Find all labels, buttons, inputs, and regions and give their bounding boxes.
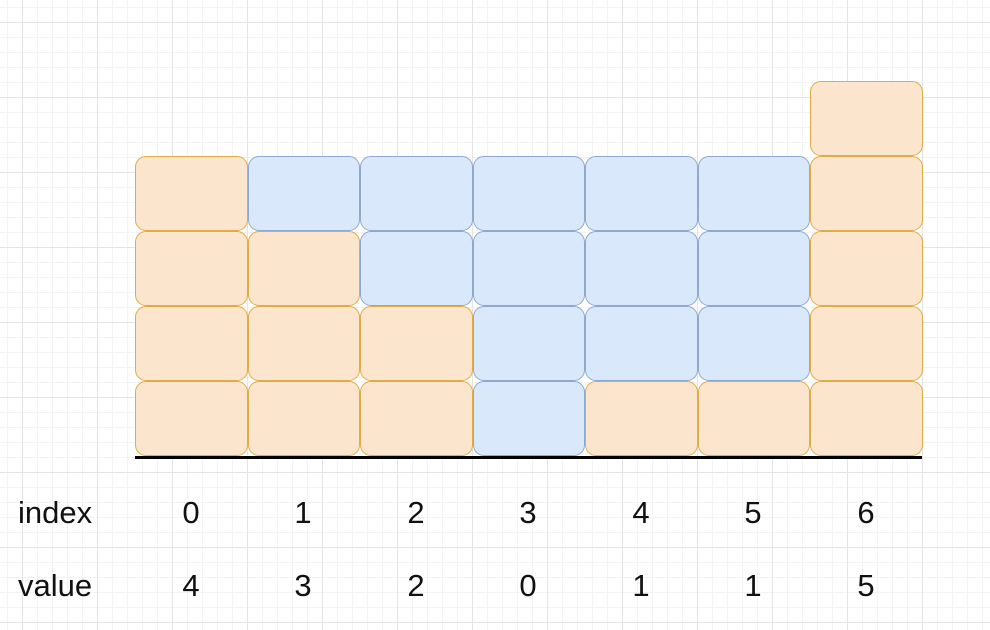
water-block-col2-level3 xyxy=(360,156,473,231)
value-label-4: 1 xyxy=(611,570,671,601)
index-label-6: 6 xyxy=(836,497,896,528)
value-label-0: 4 xyxy=(161,570,221,601)
bar-block-col0-level0 xyxy=(135,381,248,456)
index-label-4: 4 xyxy=(611,497,671,528)
water-block-col4-level2 xyxy=(585,231,698,306)
baseline-axis xyxy=(135,456,922,459)
bar-block-col5-level0 xyxy=(698,381,811,456)
water-block-col4-level3 xyxy=(585,156,698,231)
value-label-5: 1 xyxy=(723,570,783,601)
bar-block-col2-level1 xyxy=(360,306,473,381)
bar-block-col6-level2 xyxy=(810,231,923,306)
index-label-5: 5 xyxy=(723,497,783,528)
value-row-label: value xyxy=(18,570,92,601)
index-label-2: 2 xyxy=(386,497,446,528)
bar-block-col6-level4 xyxy=(810,81,923,156)
water-block-col5-level3 xyxy=(698,156,811,231)
water-block-col4-level1 xyxy=(585,306,698,381)
water-block-col3-level1 xyxy=(473,306,586,381)
value-label-1: 3 xyxy=(273,570,333,601)
water-block-col5-level1 xyxy=(698,306,811,381)
index-label-1: 1 xyxy=(273,497,333,528)
value-label-6: 5 xyxy=(836,570,896,601)
bar-block-col6-level1 xyxy=(810,306,923,381)
water-block-col3-level2 xyxy=(473,231,586,306)
bar-block-col0-level1 xyxy=(135,306,248,381)
bar-block-col4-level0 xyxy=(585,381,698,456)
water-block-col5-level2 xyxy=(698,231,811,306)
water-block-col3-level3 xyxy=(473,156,586,231)
index-label-3: 3 xyxy=(498,497,558,528)
bar-block-col0-level2 xyxy=(135,231,248,306)
bar-block-col1-level0 xyxy=(248,381,361,456)
value-label-3: 0 xyxy=(498,570,558,601)
index-label-0: 0 xyxy=(161,497,221,528)
bar-block-col2-level0 xyxy=(360,381,473,456)
water-block-col3-level0 xyxy=(473,381,586,456)
bar-block-col1-level1 xyxy=(248,306,361,381)
bar-block-col6-level0 xyxy=(810,381,923,456)
value-label-2: 2 xyxy=(386,570,446,601)
water-block-col2-level2 xyxy=(360,231,473,306)
water-block-col1-level3 xyxy=(248,156,361,231)
bar-block-col6-level3 xyxy=(810,156,923,231)
bar-block-col1-level2 xyxy=(248,231,361,306)
index-row-label: index xyxy=(18,497,92,528)
bar-block-col0-level3 xyxy=(135,156,248,231)
